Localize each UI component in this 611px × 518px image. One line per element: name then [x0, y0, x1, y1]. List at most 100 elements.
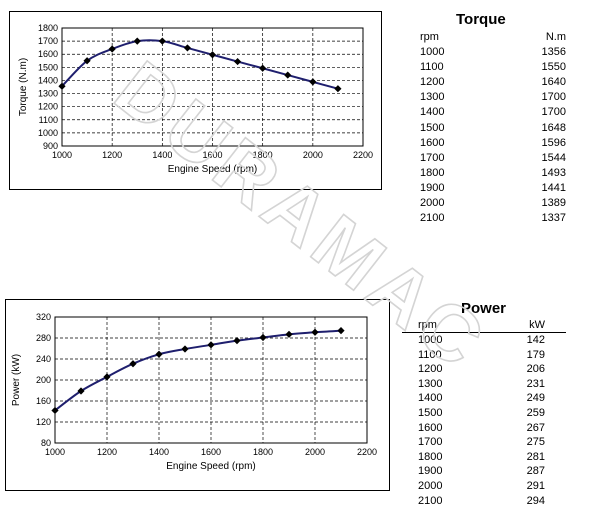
power-y-tick-label: 120 — [36, 417, 51, 427]
power-table-row-value: 281 — [526, 450, 545, 463]
power-table-row-rpm: 1400 — [418, 392, 443, 405]
power-table-row-rpm: 1500 — [418, 407, 443, 419]
torque-table-row-rpm: 1200 — [420, 76, 445, 89]
torque-y-tick-label: 1500 — [38, 62, 58, 72]
torque-table-row-value: 1337 — [541, 212, 566, 225]
torque-data-point — [133, 37, 141, 45]
torque-table-row-rpm: 1500 — [420, 121, 445, 134]
torque-x-tick-label: 2200 — [353, 150, 373, 160]
power-data-point — [259, 333, 267, 342]
torque-table-row-value: 1596 — [541, 136, 566, 149]
torque-data-point — [284, 71, 292, 79]
power-table-row-rpm: 1600 — [418, 421, 443, 434]
torque-data-point — [334, 85, 342, 93]
torque-table-row-value: 1550 — [541, 61, 566, 74]
power-x-tick-label: 2200 — [357, 447, 377, 457]
torque-table-row-value: 1356 — [541, 46, 566, 58]
power-table-row-value: 294 — [526, 494, 545, 507]
torque-data-point — [58, 82, 66, 90]
power-data-point — [285, 330, 293, 338]
power-data-point — [181, 345, 189, 353]
power-data-point — [233, 337, 241, 345]
torque-x-tick-label: 1000 — [52, 150, 72, 160]
torque-x-tick-label: 1400 — [152, 150, 172, 160]
torque-y-tick-label: 1300 — [38, 89, 58, 99]
power-table-col-value-header: kW — [529, 319, 545, 331]
power-y-tick-label: 320 — [36, 312, 51, 322]
torque-table-row-rpm: 1600 — [420, 136, 445, 149]
torque-y-tick-label: 900 — [43, 141, 58, 151]
power-table-row-value: 142 — [526, 334, 545, 346]
power-table-row-rpm: 2100 — [418, 494, 443, 507]
torque-y-tick-label: 1800 — [38, 23, 58, 33]
power-table-row-rpm: 1900 — [418, 465, 443, 478]
torque-x-tick-label: 1200 — [102, 150, 122, 160]
power-table-header-rule — [402, 332, 566, 333]
power-table-row-rpm: 1100 — [418, 348, 442, 361]
torque-table-row-rpm: 1400 — [420, 106, 445, 119]
power-table-row-rpm: 2000 — [418, 480, 443, 492]
power-x-tick-label: 1200 — [97, 447, 117, 457]
torque-data-point — [158, 37, 166, 45]
power-data-point — [129, 360, 137, 368]
torque-x-tick-label: 1600 — [202, 150, 222, 160]
power-x-tick-label: 1000 — [45, 447, 65, 457]
power-y-tick-label: 200 — [36, 375, 51, 385]
torque-table-row-rpm: 1900 — [420, 181, 445, 194]
power-table-row-value: 287 — [526, 465, 545, 478]
torque-data-point — [83, 57, 91, 65]
torque-table-title: Torque — [456, 11, 506, 28]
torque-table-row-value: 1544 — [541, 151, 566, 164]
torque-table-row-value: 1700 — [541, 91, 566, 104]
power-data-point — [311, 328, 319, 336]
torque-table-row-value: 1700 — [541, 106, 566, 119]
power-y-tick-label: 280 — [36, 333, 51, 343]
power-data-point — [77, 387, 85, 395]
torque-data-point — [108, 45, 116, 53]
power-y-axis-title: Power (kW) — [11, 354, 22, 406]
torque-y-axis-title: Torque (N.m) — [18, 58, 29, 116]
power-table-row-value: 206 — [526, 363, 545, 376]
power-table-row-rpm: 1000 — [418, 334, 443, 346]
power-data-point — [155, 350, 163, 358]
power-x-axis-title: Engine Speed (rpm) — [166, 461, 256, 472]
power-x-tick-label: 1600 — [201, 447, 221, 457]
torque-table-col-rpm-header: rpm — [420, 31, 439, 43]
torque-y-tick-label: 1200 — [38, 102, 58, 112]
power-y-tick-label: 240 — [36, 354, 51, 364]
torque-table-row-rpm: 2100 — [420, 212, 445, 225]
power-data-point — [103, 373, 111, 381]
power-table-row-value: 249 — [526, 392, 545, 405]
power-table-row-rpm: 1800 — [418, 450, 443, 463]
torque-x-tick-label: 2000 — [303, 150, 323, 160]
torque-y-tick-label: 1600 — [38, 49, 58, 59]
torque-x-axis-title: Engine Speed (rpm) — [168, 164, 258, 175]
power-x-tick-label: 2000 — [305, 447, 325, 457]
power-table-row-rpm: 1300 — [418, 377, 443, 390]
power-table-col-rpm-header: rpm — [418, 319, 437, 331]
power-table-row-rpm: 1200 — [418, 363, 443, 376]
power-y-tick-label: 160 — [36, 396, 51, 406]
torque-data-point — [233, 57, 242, 66]
torque-y-tick-label: 1000 — [38, 128, 58, 138]
torque-x-tick-label: 1800 — [253, 150, 273, 160]
power-table-row-value: 267 — [526, 421, 545, 434]
torque-data-point — [259, 64, 267, 72]
power-table-title: Power — [461, 300, 507, 317]
torque-y-tick-label: 1700 — [38, 36, 58, 46]
torque-table-row-value: 1640 — [541, 76, 566, 89]
power-table-row-value: 179 — [526, 348, 545, 361]
torque-table-row-rpm: 1700 — [420, 151, 445, 164]
power-data-point — [51, 406, 59, 415]
torque-table-row-value: 1648 — [541, 121, 566, 134]
torque-table-row-rpm: 2000 — [420, 197, 445, 209]
torque-y-tick-label: 1100 — [39, 115, 58, 125]
power-y-tick-label: 80 — [41, 438, 51, 448]
power-table-row-value: 291 — [526, 480, 545, 492]
torque-table-row-rpm: 1800 — [420, 166, 445, 179]
torque-table-col-value-header: N.m — [545, 31, 566, 43]
torque-table-row-rpm: 1000 — [420, 46, 445, 58]
torque-table-row-rpm: 1100 — [420, 61, 444, 74]
